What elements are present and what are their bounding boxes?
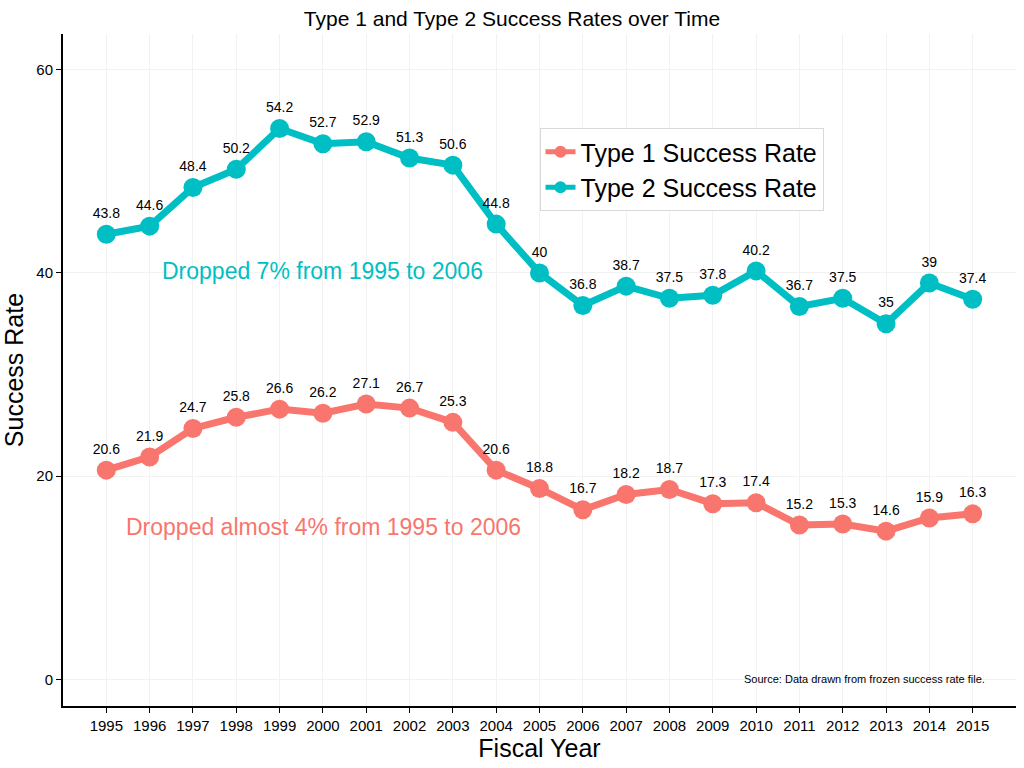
svg-text:37.4: 37.4 [959,270,986,286]
svg-text:52.7: 52.7 [309,114,336,130]
svg-text:Dropped almost 4% from 1995 to: Dropped almost 4% from 1995 to 2006 [126,514,521,540]
svg-text:17.4: 17.4 [742,473,769,489]
svg-text:1999: 1999 [263,717,296,734]
svg-text:27.1: 27.1 [353,375,380,391]
svg-text:2001: 2001 [350,717,383,734]
svg-text:36.8: 36.8 [569,276,596,292]
svg-text:15.9: 15.9 [916,489,943,505]
svg-text:20.6: 20.6 [93,441,120,457]
svg-text:51.3: 51.3 [396,129,423,145]
svg-text:15.2: 15.2 [786,496,813,512]
svg-text:2007: 2007 [609,717,642,734]
svg-text:40: 40 [532,244,548,260]
svg-text:2008: 2008 [653,717,686,734]
svg-text:Fiscal Year: Fiscal Year [478,734,600,762]
svg-text:2000: 2000 [306,717,339,734]
svg-text:50.6: 50.6 [439,136,466,152]
svg-text:60: 60 [36,61,53,78]
svg-text:20.6: 20.6 [483,441,510,457]
svg-text:2013: 2013 [869,717,902,734]
svg-text:15.3: 15.3 [829,495,856,511]
svg-text:Type 1 and Type 2 Success Rate: Type 1 and Type 2 Success Rates over Tim… [304,7,720,30]
svg-text:20: 20 [36,467,53,484]
svg-text:2014: 2014 [913,717,946,734]
svg-text:54.2: 54.2 [266,99,293,115]
svg-text:2012: 2012 [826,717,859,734]
svg-text:18.7: 18.7 [656,460,683,476]
svg-text:2004: 2004 [479,717,512,734]
svg-text:36.7: 36.7 [786,277,813,293]
svg-text:Source: Data drawn from frozen: Source: Data drawn from frozen success r… [744,673,985,685]
svg-text:Type 2 Success Rate: Type 2 Success Rate [581,174,817,202]
svg-text:2010: 2010 [739,717,772,734]
svg-text:1996: 1996 [133,717,166,734]
svg-text:2015: 2015 [956,717,989,734]
svg-text:25.3: 25.3 [439,393,466,409]
svg-text:44.8: 44.8 [483,195,510,211]
svg-text:2003: 2003 [436,717,469,734]
svg-text:2009: 2009 [696,717,729,734]
svg-text:18.2: 18.2 [613,465,640,481]
svg-text:21.9: 21.9 [136,428,163,444]
svg-text:25.8: 25.8 [223,388,250,404]
svg-text:2005: 2005 [523,717,556,734]
svg-text:38.7: 38.7 [613,257,640,273]
svg-text:16.3: 16.3 [959,484,986,500]
svg-text:0: 0 [45,671,53,688]
svg-text:2002: 2002 [393,717,426,734]
svg-text:37.5: 37.5 [656,269,683,285]
svg-text:1995: 1995 [90,717,123,734]
svg-text:Dropped 7% from 1995 to 2006: Dropped 7% from 1995 to 2006 [162,258,483,284]
svg-text:16.7: 16.7 [569,480,596,496]
svg-text:52.9: 52.9 [353,112,380,128]
svg-text:43.8: 43.8 [93,205,120,221]
svg-text:26.6: 26.6 [266,380,293,396]
svg-text:2011: 2011 [783,717,815,734]
svg-text:37.8: 37.8 [699,266,726,282]
svg-text:Success Rate: Success Rate [0,293,28,447]
svg-text:40: 40 [36,264,53,281]
svg-text:50.2: 50.2 [223,140,250,156]
svg-text:24.7: 24.7 [179,399,206,415]
svg-text:44.6: 44.6 [136,197,163,213]
svg-text:26.7: 26.7 [396,379,423,395]
svg-text:1997: 1997 [176,717,209,734]
svg-text:40.2: 40.2 [742,242,769,258]
svg-text:26.2: 26.2 [309,384,336,400]
svg-text:1998: 1998 [220,717,253,734]
svg-text:2006: 2006 [566,717,599,734]
svg-text:Type 1 Success Rate: Type 1 Success Rate [581,139,817,167]
svg-text:17.3: 17.3 [699,474,726,490]
svg-text:39: 39 [922,254,938,270]
svg-text:14.6: 14.6 [872,502,899,518]
svg-text:37.5: 37.5 [829,269,856,285]
svg-text:48.4: 48.4 [179,158,206,174]
svg-text:35: 35 [878,294,894,310]
svg-text:18.8: 18.8 [526,459,553,475]
